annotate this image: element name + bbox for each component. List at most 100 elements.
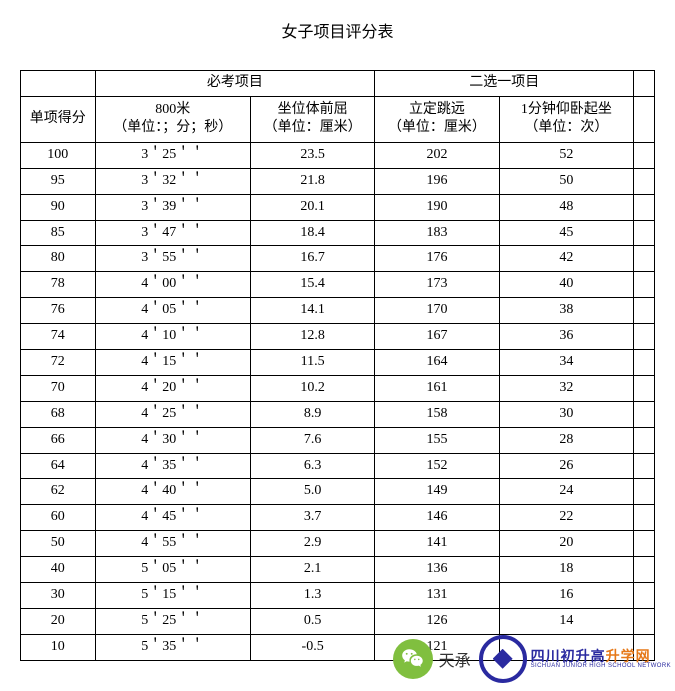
cell-run: 4＇05＇＇: [95, 298, 250, 324]
table-row: 644＇35＇＇6.315226: [21, 453, 655, 479]
table-row: 853＇47＇＇18.418345: [21, 220, 655, 246]
cell-situp: 18: [499, 557, 634, 583]
cell-empty: [634, 583, 655, 609]
cell-run: 5＇35＇＇: [95, 634, 250, 660]
cell-jump: 183: [375, 220, 499, 246]
cell-run: 4＇35＇＇: [95, 453, 250, 479]
cell-score: 50: [21, 531, 96, 557]
col-situp: 1分钟仰卧起坐 （单位：次）: [499, 96, 634, 142]
cell-empty: [634, 350, 655, 376]
cell-sit: 20.1: [250, 194, 374, 220]
cell-jump: 190: [375, 194, 499, 220]
cell-jump: 149: [375, 479, 499, 505]
cell-sit: 2.1: [250, 557, 374, 583]
cell-score: 80: [21, 246, 96, 272]
cell-empty: [634, 194, 655, 220]
cell-score: 66: [21, 427, 96, 453]
cell-jump: 202: [375, 142, 499, 168]
cell-score: 74: [21, 324, 96, 350]
cell-run: 4＇55＇＇: [95, 531, 250, 557]
cell-run: 4＇30＇＇: [95, 427, 250, 453]
table-row: 764＇05＇＇14.117038: [21, 298, 655, 324]
cell-sit: 1.3: [250, 583, 374, 609]
cell-sit: 3.7: [250, 505, 374, 531]
cell-situp: 50: [499, 168, 634, 194]
cell-jump: 136: [375, 557, 499, 583]
blank-trailing: [634, 71, 655, 97]
table-row: 305＇15＇＇1.313116: [21, 583, 655, 609]
cell-sit: 6.3: [250, 453, 374, 479]
cell-jump: 170: [375, 298, 499, 324]
cell-empty: [634, 246, 655, 272]
cell-empty: [634, 298, 655, 324]
cell-score: 100: [21, 142, 96, 168]
cell-sit: 0.5: [250, 608, 374, 634]
cell-sit: 5.0: [250, 479, 374, 505]
cell-run: 3＇55＇＇: [95, 246, 250, 272]
table-row: 604＇45＇＇3.714622: [21, 505, 655, 531]
cell-jump: 131: [375, 583, 499, 609]
cell-score: 62: [21, 479, 96, 505]
cell-situp: 45: [499, 220, 634, 246]
group-optional: 二选一项目: [375, 71, 634, 97]
table-row: 504＇55＇＇2.914120: [21, 531, 655, 557]
cell-empty: [634, 608, 655, 634]
cell-sit: 8.9: [250, 401, 374, 427]
cell-empty: [634, 272, 655, 298]
cell-situp: 16: [499, 583, 634, 609]
cell-jump: 121: [375, 634, 499, 660]
col-run: 800米 （单位：；分；秒）: [95, 96, 250, 142]
cell-sit: 21.8: [250, 168, 374, 194]
cell-score: 30: [21, 583, 96, 609]
cell-situp: 30: [499, 401, 634, 427]
cell-sit: -0.5: [250, 634, 374, 660]
cell-jump: 161: [375, 375, 499, 401]
cell-jump: 146: [375, 505, 499, 531]
watermark-en: SICHUAN JUNIOR HIGH SCHOOL NETWORK: [531, 663, 671, 669]
cell-sit: 23.5: [250, 142, 374, 168]
cell-situp: 38: [499, 298, 634, 324]
table-row: 684＇25＇＇8.915830: [21, 401, 655, 427]
cell-score: 78: [21, 272, 96, 298]
cell-jump: 152: [375, 453, 499, 479]
table-row: 724＇15＇＇11.516434: [21, 350, 655, 376]
table-row: 903＇39＇＇20.119048: [21, 194, 655, 220]
cell-score: 85: [21, 220, 96, 246]
blank-trailing-2: [634, 96, 655, 142]
table-row: 624＇40＇＇5.014924: [21, 479, 655, 505]
blank-header: [21, 71, 96, 97]
cell-score: 68: [21, 401, 96, 427]
cell-sit: 12.8: [250, 324, 374, 350]
cell-empty: [634, 634, 655, 660]
cell-situp: 22: [499, 505, 634, 531]
cell-score: 70: [21, 375, 96, 401]
cell-score: 60: [21, 505, 96, 531]
cell-run: 5＇15＇＇: [95, 583, 250, 609]
cell-situp: 36: [499, 324, 634, 350]
cell-empty: [634, 427, 655, 453]
table-row: 953＇32＇＇21.819650: [21, 168, 655, 194]
cell-score: 40: [21, 557, 96, 583]
table-body: 1003＇25＇＇23.520252953＇32＇＇21.819650903＇3…: [21, 142, 655, 660]
cell-score: 64: [21, 453, 96, 479]
cell-score: 95: [21, 168, 96, 194]
cell-empty: [634, 453, 655, 479]
cell-empty: [634, 479, 655, 505]
cell-empty: [634, 557, 655, 583]
cell-jump: 176: [375, 246, 499, 272]
cell-score: 90: [21, 194, 96, 220]
cell-score: 20: [21, 608, 96, 634]
table-row: 105＇35＇＇-0.5121: [21, 634, 655, 660]
cell-situp: 34: [499, 350, 634, 376]
cell-jump: 173: [375, 272, 499, 298]
table-row: 1003＇25＇＇23.520252: [21, 142, 655, 168]
cell-score: 72: [21, 350, 96, 376]
cell-situp: 48: [499, 194, 634, 220]
cell-situp: 20: [499, 531, 634, 557]
cell-jump: 158: [375, 401, 499, 427]
cell-run: 4＇10＇＇: [95, 324, 250, 350]
cell-run: 4＇40＇＇: [95, 479, 250, 505]
cell-situp: 42: [499, 246, 634, 272]
scoring-table: 必考项目 二选一项目 单项得分 800米 （单位：；分；秒） 坐位体前屈 （单位…: [20, 70, 655, 661]
table-row: 664＇30＇＇7.615528: [21, 427, 655, 453]
